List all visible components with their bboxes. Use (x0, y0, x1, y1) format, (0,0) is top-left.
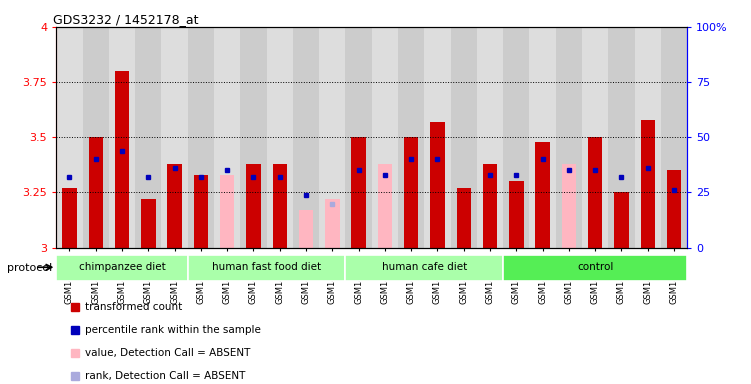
Text: protocol: protocol (8, 263, 53, 273)
Bar (529, 27, 556, 248)
Bar (345, 255, 503, 281)
Bar (378, 164, 392, 248)
Text: chimpanzee diet: chimpanzee diet (79, 262, 165, 272)
Bar (509, 182, 523, 248)
Bar (372, 27, 398, 248)
Bar (161, 27, 188, 248)
Bar (56, 27, 83, 248)
Bar (641, 120, 655, 248)
Bar (667, 170, 681, 248)
Text: value, Detection Call = ABSENT: value, Detection Call = ABSENT (86, 348, 251, 358)
Bar (477, 27, 503, 248)
Bar (430, 122, 445, 248)
Bar (424, 27, 451, 248)
Bar (556, 27, 582, 248)
Bar (351, 137, 366, 248)
Text: rank, Detection Call = ABSENT: rank, Detection Call = ABSENT (86, 371, 246, 381)
Bar (398, 27, 424, 248)
Bar (83, 27, 109, 248)
Text: percentile rank within the sample: percentile rank within the sample (86, 324, 261, 334)
Bar (345, 27, 372, 248)
Bar (167, 164, 182, 248)
Bar (661, 27, 687, 248)
Text: control: control (577, 262, 614, 272)
Bar (141, 199, 155, 248)
Bar (562, 164, 576, 248)
Bar (608, 27, 635, 248)
Bar (89, 137, 103, 248)
Bar (246, 164, 261, 248)
Bar (299, 210, 313, 248)
Bar (188, 255, 345, 281)
Bar (503, 27, 529, 248)
Text: human cafe diet: human cafe diet (382, 262, 467, 272)
Bar (293, 27, 319, 248)
Bar (62, 188, 77, 248)
Bar (588, 137, 602, 248)
Bar (56, 255, 188, 281)
Bar (214, 27, 240, 248)
Bar (319, 27, 345, 248)
Text: GDS3232 / 1452178_at: GDS3232 / 1452178_at (53, 13, 199, 26)
Bar (267, 27, 293, 248)
Bar (115, 71, 129, 248)
Bar (451, 27, 477, 248)
Bar (220, 175, 234, 248)
Bar (457, 188, 471, 248)
Bar (240, 27, 267, 248)
Bar (135, 27, 161, 248)
Bar (325, 199, 339, 248)
Bar (582, 27, 608, 248)
Bar (109, 27, 135, 248)
Bar (194, 175, 208, 248)
Bar (483, 164, 497, 248)
Bar (535, 142, 550, 248)
Bar (404, 137, 418, 248)
Bar (614, 192, 629, 248)
Bar (273, 164, 287, 248)
Bar (503, 255, 687, 281)
Text: transformed count: transformed count (86, 301, 182, 311)
Bar (188, 27, 214, 248)
Bar (635, 27, 661, 248)
Text: human fast food diet: human fast food diet (212, 262, 321, 272)
